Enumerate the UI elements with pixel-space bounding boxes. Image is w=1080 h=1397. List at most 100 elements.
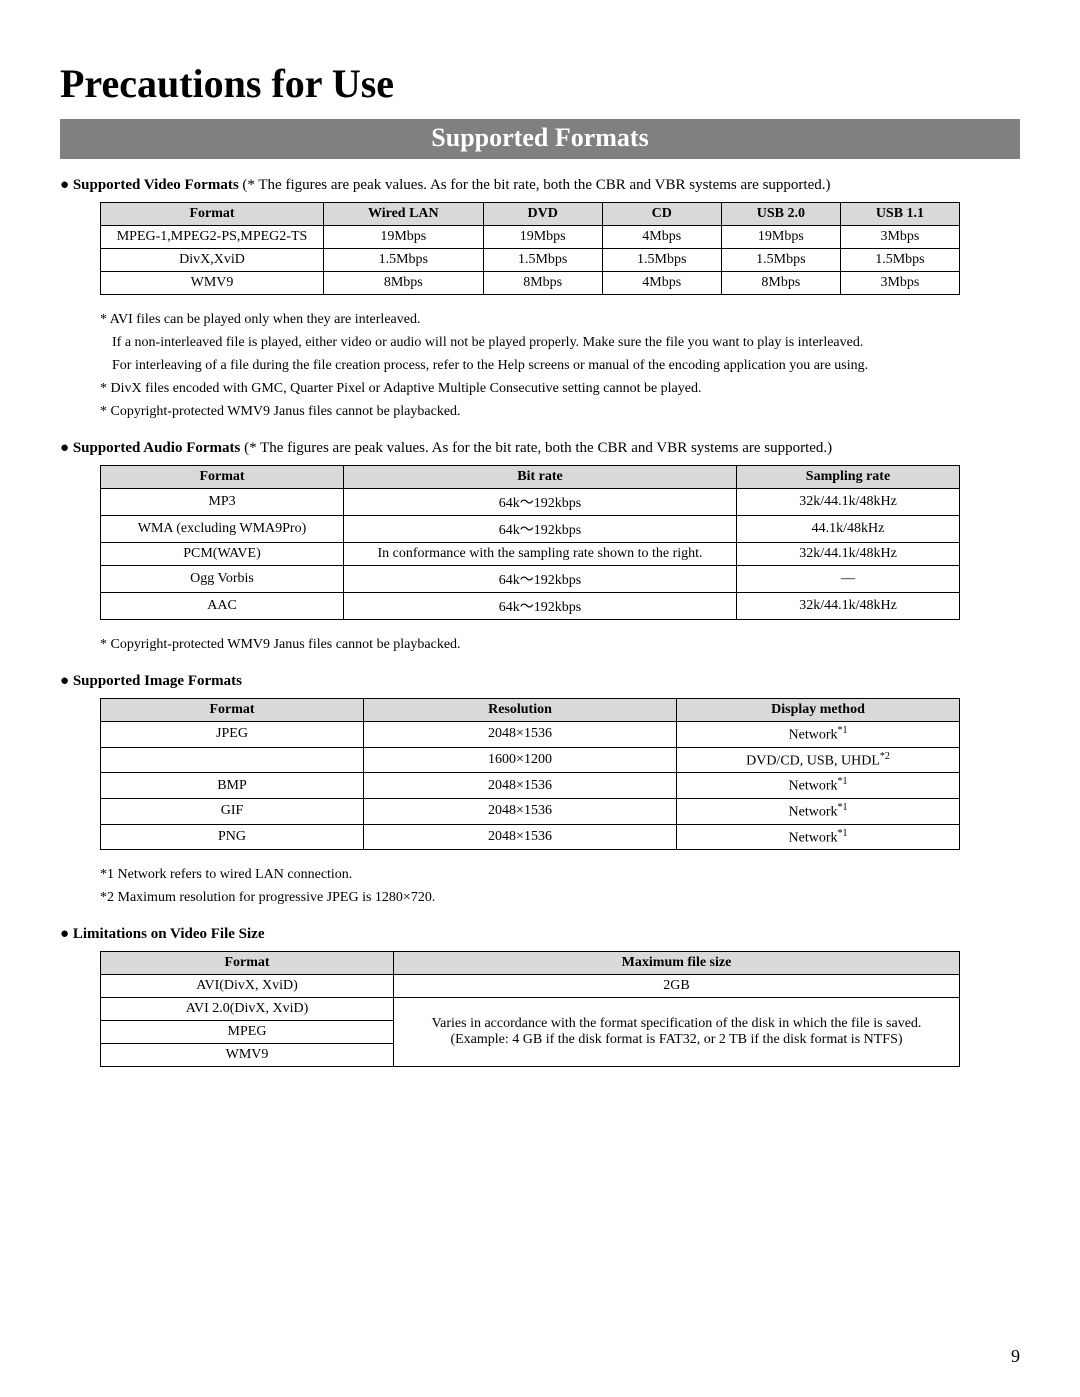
table-row: WMV9 8Mbps 8Mbps 4Mbps 8Mbps 3Mbps — [101, 272, 960, 295]
method-text: Network — [789, 805, 838, 820]
sup: *1 — [838, 802, 848, 813]
cell: 64k～192kbps — [344, 516, 737, 543]
filesize-table: Format Maximum file size AVI(DivX, XviD)… — [100, 951, 960, 1067]
table-row: GIF 2048×1536 Network*1 — [101, 798, 960, 824]
table-row: AVI 2.0(DivX, XviD) Varies in accordance… — [101, 998, 960, 1021]
col-format: Format — [101, 952, 394, 975]
cell: 4Mbps — [602, 226, 721, 249]
cell: 32k/44.1k/48kHz — [737, 489, 960, 516]
table-row: BMP 2048×1536 Network*1 — [101, 773, 960, 799]
audio-notes: * Copyright-protected WMV9 Janus files c… — [100, 634, 1020, 655]
cell: — — [737, 566, 960, 593]
col-format: Format — [101, 699, 364, 722]
cell: 3Mbps — [840, 226, 959, 249]
col-usb11: USB 1.1 — [840, 203, 959, 226]
cell: In conformance with the sampling rate sh… — [344, 543, 737, 566]
image-heading: ● Supported Image Formats — [60, 673, 1020, 690]
cell: PNG — [101, 824, 364, 850]
note: *1 Network refers to wired LAN connectio… — [100, 864, 1020, 885]
note: * Copyright-protected WMV9 Janus files c… — [100, 401, 1020, 422]
col-method: Display method — [677, 699, 960, 722]
cell: 8Mbps — [483, 272, 602, 295]
cell: 4Mbps — [602, 272, 721, 295]
note: For interleaving of a file during the fi… — [112, 355, 1020, 376]
cell: 19Mbps — [721, 226, 840, 249]
col-sampling: Sampling rate — [737, 466, 960, 489]
bullet: ● — [60, 926, 69, 942]
table-row: Ogg Vorbis 64k～192kbps — — [101, 566, 960, 593]
cell: 1.5Mbps — [602, 249, 721, 272]
cell: AVI(DivX, XviD) — [101, 975, 394, 998]
cell: 8Mbps — [324, 272, 484, 295]
filesize-heading-bold: Limitations on Video File Size — [73, 926, 265, 942]
cell: 8Mbps — [721, 272, 840, 295]
table-row: PNG 2048×1536 Network*1 — [101, 824, 960, 850]
video-table: Format Wired LAN DVD CD USB 2.0 USB 1.1 … — [100, 202, 960, 295]
merged-line2: (Example: 4 GB if the disk format is FAT… — [450, 1032, 902, 1047]
cell: 2GB — [394, 975, 960, 998]
cell: BMP — [101, 773, 364, 799]
note: * AVI files can be played only when they… — [100, 309, 1020, 330]
method-text: Network — [789, 728, 838, 743]
cell: 2048×1536 — [364, 824, 677, 850]
page-number: 9 — [1011, 1346, 1020, 1367]
note: If a non-interleaved file is played, eit… — [112, 332, 1020, 353]
cell-merged: Varies in accordance with the format spe… — [394, 998, 960, 1067]
table-row: AAC 64k～192kbps 32k/44.1k/48kHz — [101, 593, 960, 620]
cell: AVI 2.0(DivX, XviD) — [101, 998, 394, 1021]
cell: GIF — [101, 798, 364, 824]
cell: 1.5Mbps — [840, 249, 959, 272]
sup: *2 — [880, 751, 890, 762]
image-heading-bold: Supported Image Formats — [73, 673, 242, 689]
col-usb20: USB 2.0 — [721, 203, 840, 226]
filesize-heading: ● Limitations on Video File Size — [60, 926, 1020, 943]
cell: 64k～192kbps — [344, 566, 737, 593]
cell: WMA (excluding WMA9Pro) — [101, 516, 344, 543]
cell: 19Mbps — [483, 226, 602, 249]
cell — [101, 747, 364, 773]
sup: *1 — [838, 776, 848, 787]
image-table: Format Resolution Display method JPEG 20… — [100, 698, 960, 850]
cell: 19Mbps — [324, 226, 484, 249]
audio-heading-bold: Supported Audio Formats — [73, 440, 241, 456]
table-row: AVI(DivX, XviD) 2GB — [101, 975, 960, 998]
table-row: 1600×1200 DVD/CD, USB, UHDL*2 — [101, 747, 960, 773]
cell: Ogg Vorbis — [101, 566, 344, 593]
sup: *1 — [838, 828, 848, 839]
table-row: DivX,XviD 1.5Mbps 1.5Mbps 1.5Mbps 1.5Mbp… — [101, 249, 960, 272]
cell: 1.5Mbps — [721, 249, 840, 272]
cell: 2048×1536 — [364, 773, 677, 799]
cell: 1.5Mbps — [483, 249, 602, 272]
cell: Network*1 — [677, 722, 960, 748]
col-maxsize: Maximum file size — [394, 952, 960, 975]
cell: 1.5Mbps — [324, 249, 484, 272]
section-banner: Supported Formats — [60, 119, 1020, 159]
cell: AAC — [101, 593, 344, 620]
col-bitrate: Bit rate — [344, 466, 737, 489]
note: *2 Maximum resolution for progressive JP… — [100, 887, 1020, 908]
sup: *1 — [838, 725, 848, 736]
cell: Network*1 — [677, 824, 960, 850]
method-text: Network — [789, 779, 838, 794]
cell: 3Mbps — [840, 272, 959, 295]
bullet: ● — [60, 177, 69, 193]
cell: 44.1k/48kHz — [737, 516, 960, 543]
cell: DivX,XviD — [101, 249, 324, 272]
video-heading-bold: Supported Video Formats — [73, 177, 239, 193]
image-notes: *1 Network refers to wired LAN connectio… — [100, 864, 1020, 908]
cell: 64k～192kbps — [344, 489, 737, 516]
cell: MP3 — [101, 489, 344, 516]
cell: MPEG — [101, 1021, 394, 1044]
cell: 1600×1200 — [364, 747, 677, 773]
col-format: Format — [101, 466, 344, 489]
method-text: Network — [789, 830, 838, 845]
cell: 32k/44.1k/48kHz — [737, 593, 960, 620]
cell: 64k～192kbps — [344, 593, 737, 620]
bullet: ● — [60, 440, 69, 456]
col-resolution: Resolution — [364, 699, 677, 722]
table-row: MPEG-1,MPEG2-PS,MPEG2-TS 19Mbps 19Mbps 4… — [101, 226, 960, 249]
bullet: ● — [60, 673, 69, 689]
note: * Copyright-protected WMV9 Janus files c… — [100, 634, 1020, 655]
table-row: MP3 64k～192kbps 32k/44.1k/48kHz — [101, 489, 960, 516]
audio-heading: ● Supported Audio Formats (* The figures… — [60, 440, 1020, 457]
